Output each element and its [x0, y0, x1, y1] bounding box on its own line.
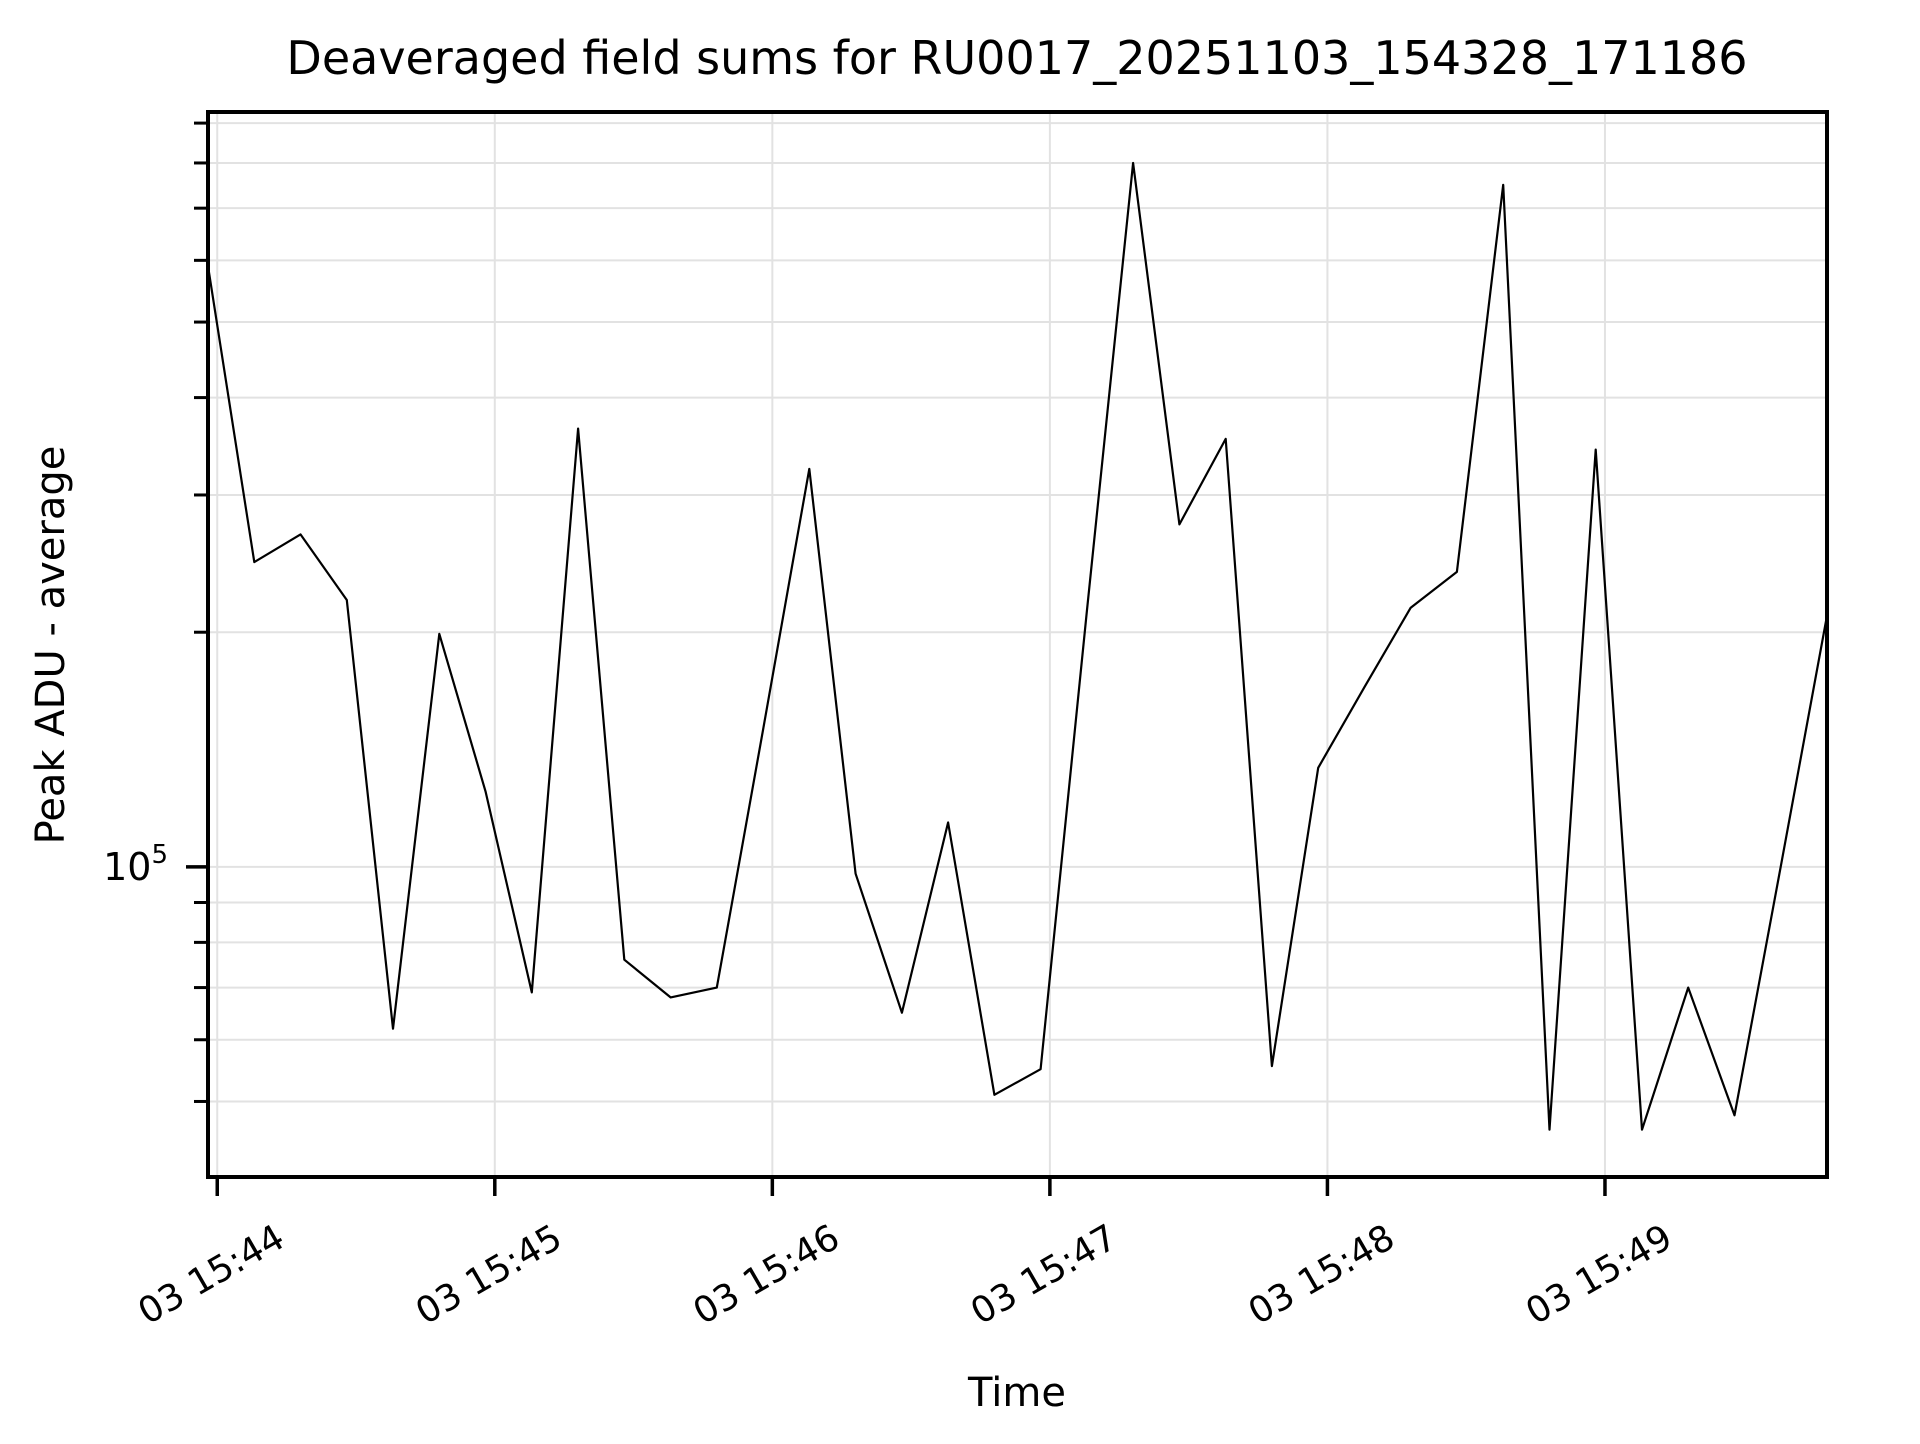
x-tick-label: 03 15:48 [1242, 1217, 1402, 1333]
x-tick-labels: 03 15:44 03 15:45 03 15:46 03 15:47 03 15:48… [132, 1217, 1680, 1333]
x-tick-label: 03 15:49 [1519, 1217, 1679, 1333]
y-tick-exponent: 5 [151, 840, 168, 870]
x-tick-label: 03 15:47 [964, 1217, 1124, 1333]
y-axis-label: Peak ADU - average [28, 446, 74, 845]
chart-title: Deaveraged field sums for RU0017_2025110… [286, 31, 1747, 85]
x-tick-label: 03 15:44 [132, 1217, 292, 1333]
y-tick-label: 105 [103, 840, 168, 889]
axis-ticks [186, 121, 1607, 1196]
x-tick-label: 03 15:46 [687, 1217, 847, 1333]
data-line [206, 161, 1829, 1131]
gridlines [208, 112, 1827, 1177]
y-tick-base: 10 [103, 845, 151, 889]
x-tick-label: 03 15:45 [409, 1217, 569, 1333]
x-axis-label: Time [967, 1370, 1066, 1416]
plot-border [206, 110, 1829, 1179]
